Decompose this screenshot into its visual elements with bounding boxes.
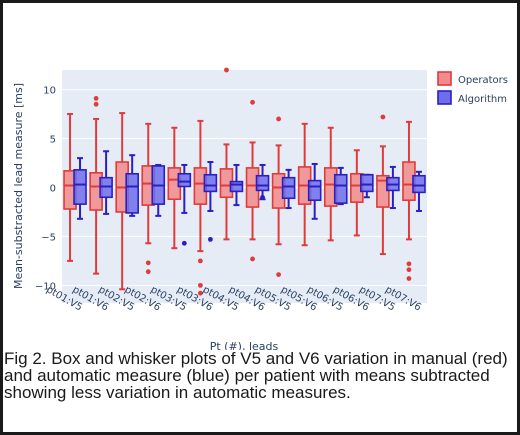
outlier-point xyxy=(406,261,412,267)
box xyxy=(177,172,192,188)
legend-label-operators: Operators xyxy=(458,75,508,86)
legend-label-algorithm: Algorithm xyxy=(458,94,507,105)
legend-swatch-operators xyxy=(437,71,452,86)
legend-swatch-algorithm xyxy=(437,90,452,105)
outlier-point xyxy=(197,282,203,288)
outlier-point xyxy=(260,194,265,200)
series-operators xyxy=(63,67,416,296)
box xyxy=(203,173,218,193)
outlier-point xyxy=(224,67,229,73)
outlier-point xyxy=(380,114,386,120)
outlier-point xyxy=(406,276,412,281)
outlier-point xyxy=(197,290,203,296)
box xyxy=(360,173,374,193)
outlier-point xyxy=(250,99,255,105)
y-tick-label: 0 xyxy=(50,183,56,194)
y-tick-label: −5 xyxy=(41,232,56,243)
outlier-point xyxy=(181,240,187,246)
box xyxy=(73,169,87,205)
outlier-point xyxy=(197,258,203,264)
box xyxy=(229,180,244,193)
y-tick-label: 10 xyxy=(43,86,56,97)
box xyxy=(376,174,390,208)
outlier-point xyxy=(276,116,282,122)
y-tick-label: 5 xyxy=(50,135,56,146)
box xyxy=(412,174,426,194)
outlier-point xyxy=(250,256,255,262)
box xyxy=(333,173,348,204)
outlier-point xyxy=(406,267,412,273)
outlier-point xyxy=(145,260,151,266)
y-tick-labels: −10 −5 0 5 10 xyxy=(35,86,56,293)
outlier-point xyxy=(93,95,99,101)
legend: Operators Algorithm xyxy=(437,71,508,105)
x-axis-title: Pt (#), leads xyxy=(210,340,279,350)
outlier-point xyxy=(93,101,99,107)
figure-caption: Fig 2. Box and whisker plots of V5 and V… xyxy=(4,349,508,402)
y-axis-title: Mean-substracted lead measure [ms] xyxy=(12,83,25,289)
box-series xyxy=(63,67,426,296)
box xyxy=(255,174,270,192)
outlier-point xyxy=(145,269,151,275)
box xyxy=(125,172,139,214)
box xyxy=(307,179,322,202)
y-tick-label: −10 xyxy=(35,281,56,292)
series-algorithm xyxy=(73,150,426,246)
box xyxy=(281,176,296,200)
outlier-point xyxy=(276,272,282,278)
outlier-point xyxy=(207,236,213,242)
